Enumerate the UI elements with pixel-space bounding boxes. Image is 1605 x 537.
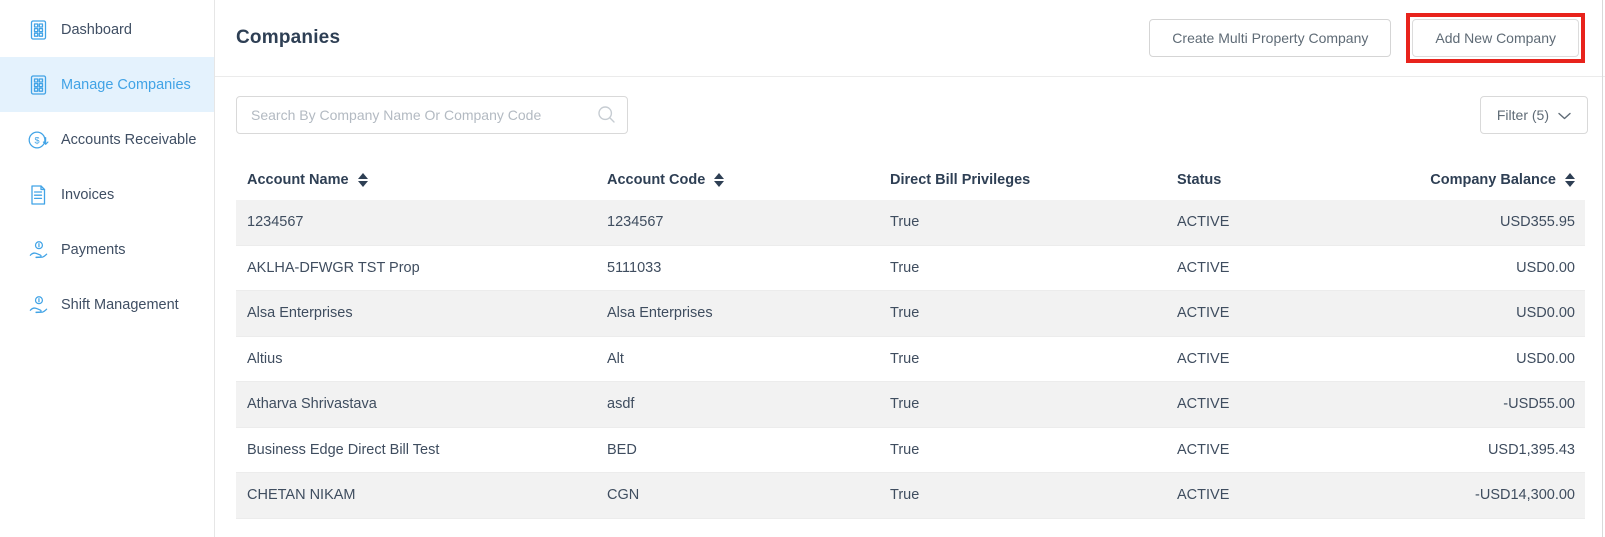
- cell-direct-bill-privileges: True: [890, 396, 920, 413]
- cell-account-name: Business Edge Direct Bill Test: [247, 441, 440, 458]
- cell-company-balance: -USD55.00: [1503, 396, 1575, 413]
- cell-account-name: Altius: [247, 350, 283, 367]
- cell-direct-bill-privileges: True: [890, 350, 920, 367]
- cell-status: ACTIVE: [1177, 214, 1230, 231]
- table-row[interactable]: CHETAN NIKAM CGN True ACTIVE -USD14,300.00: [236, 473, 1585, 519]
- add-new-company-button[interactable]: Add New Company: [1412, 19, 1579, 57]
- column-header-account-code[interactable]: Account Code: [596, 172, 879, 188]
- table-body: 1234567 1234567 True ACTIVE USD355.95 AKLHA-D…: [236, 200, 1585, 519]
- cell-direct-bill-privileges: True: [890, 441, 920, 458]
- sidebar-item-label: Payments: [61, 241, 126, 258]
- cell-status: ACTIVE: [1177, 487, 1230, 504]
- cell-account-code: CGN: [607, 487, 640, 504]
- cell-status: ACTIVE: [1177, 350, 1230, 367]
- column-header-label: Account Code: [607, 172, 706, 188]
- column-header-account-name[interactable]: Account Name: [236, 172, 596, 188]
- cell-company-balance: USD355.95: [1500, 214, 1575, 231]
- dollar-circle-icon: $: [27, 129, 49, 151]
- cell-account-code: 1234567: [607, 214, 664, 231]
- sidebar-item-manage-companies[interactable]: Manage Companies: [0, 57, 214, 112]
- search-box: [236, 96, 628, 134]
- column-header-label: Company Balance: [1430, 172, 1556, 188]
- header-buttons: Create Multi Property Company Add New Co…: [1149, 13, 1585, 63]
- page-title: Companies: [236, 27, 341, 48]
- chevron-down-icon: [1558, 107, 1571, 123]
- scrollbar-track[interactable]: [1602, 0, 1603, 537]
- sidebar: Dashboard Manage Companies $ Accounts Recei…: [0, 0, 215, 537]
- cell-account-code: Alt: [607, 350, 624, 367]
- invoice-doc-icon: [27, 184, 49, 206]
- page-header: Companies Create Multi Property Company …: [215, 0, 1605, 77]
- column-header-label: Status: [1177, 172, 1222, 188]
- table-row[interactable]: Atharva Shrivastava asdf True ACTIVE -USD55.…: [236, 382, 1585, 428]
- cell-account-code: 5111033: [607, 259, 662, 276]
- cell-account-code: BED: [607, 441, 637, 458]
- cell-direct-bill-privileges: True: [890, 259, 920, 276]
- sidebar-item-dashboard[interactable]: Dashboard: [0, 2, 214, 57]
- cell-direct-bill-privileges: True: [890, 214, 920, 231]
- table-toolbar: Filter (5): [236, 96, 1588, 134]
- red-highlight-annotation: Add New Company: [1406, 13, 1585, 63]
- table-row[interactable]: Business Edge Direct Bill Test BED True ACT…: [236, 428, 1585, 473]
- cell-direct-bill-privileges: True: [890, 305, 920, 322]
- table-header-row: Account Name Account Code Direct Bill Priv…: [236, 160, 1585, 200]
- sort-icon[interactable]: [1565, 173, 1575, 187]
- cell-status: ACTIVE: [1177, 259, 1230, 276]
- clipboard-grid-icon: [27, 74, 49, 96]
- sidebar-item-label: Shift Management: [61, 296, 179, 313]
- cell-account-code: asdf: [607, 396, 635, 413]
- filter-label: Filter (5): [1496, 107, 1549, 123]
- sidebar-item-label: Dashboard: [61, 21, 132, 38]
- cell-direct-bill-privileges: True: [890, 487, 920, 504]
- sidebar-item-invoices[interactable]: Invoices: [0, 167, 214, 222]
- main-content: Companies Create Multi Property Company …: [215, 0, 1605, 537]
- cell-account-name: AKLHA-DFWGR TST Prop: [247, 259, 420, 276]
- table-row[interactable]: AKLHA-DFWGR TST Prop 5111033 True ACTIVE USD…: [236, 246, 1585, 291]
- create-multi-property-company-button[interactable]: Create Multi Property Company: [1149, 19, 1392, 57]
- cell-account-name: Atharva Shrivastava: [247, 396, 377, 413]
- cell-company-balance: USD0.00: [1516, 305, 1575, 322]
- cell-account-name: 1234567: [247, 214, 304, 231]
- clipboard-grid-icon: [27, 19, 49, 41]
- sidebar-item-label: Invoices: [61, 186, 115, 203]
- column-header-label: Direct Bill Privileges: [890, 172, 1031, 188]
- companies-table: Account Name Account Code Direct Bill Priv…: [236, 160, 1585, 519]
- cell-account-name: Alsa Enterprises: [247, 305, 353, 322]
- cell-account-code: Alsa Enterprises: [607, 305, 713, 322]
- cell-status: ACTIVE: [1177, 441, 1230, 458]
- sidebar-item-accounts-receivable[interactable]: $ Accounts Receivable: [0, 112, 214, 167]
- sidebar-item-label: Manage Companies: [61, 76, 191, 93]
- column-header-status: Status: [1166, 172, 1366, 188]
- column-header-direct-bill-privileges: Direct Bill Privileges: [879, 172, 1166, 188]
- sidebar-item-shift-management[interactable]: Shift Management: [0, 277, 214, 332]
- filter-button[interactable]: Filter (5): [1479, 96, 1588, 134]
- sidebar-item-label: Accounts Receivable: [61, 131, 197, 148]
- cell-company-balance: USD1,395.43: [1487, 441, 1575, 458]
- table-row[interactable]: Alsa Enterprises Alsa Enterprises True ACTI…: [236, 291, 1585, 337]
- sort-icon[interactable]: [714, 173, 725, 187]
- hand-coin-icon: [27, 239, 49, 261]
- sort-icon[interactable]: [357, 173, 368, 187]
- hand-coin-icon: [27, 294, 49, 316]
- table-row[interactable]: Altius Alt True ACTIVE USD0.00: [236, 337, 1585, 382]
- table-row[interactable]: 1234567 1234567 True ACTIVE USD355.95: [236, 200, 1585, 246]
- cell-status: ACTIVE: [1177, 305, 1230, 322]
- cell-status: ACTIVE: [1177, 396, 1230, 413]
- search-input[interactable]: [236, 96, 628, 134]
- cell-company-balance: -USD14,300.00: [1475, 487, 1575, 504]
- search-icon: [597, 105, 616, 129]
- cell-account-name: CHETAN NIKAM: [247, 487, 356, 504]
- column-header-company-balance[interactable]: Company Balance: [1366, 172, 1585, 188]
- sidebar-item-payments[interactable]: Payments: [0, 222, 214, 277]
- svg-text:$: $: [35, 135, 40, 145]
- cell-company-balance: USD0.00: [1516, 259, 1575, 276]
- cell-company-balance: USD0.00: [1516, 350, 1575, 367]
- column-header-label: Account Name: [247, 172, 349, 188]
